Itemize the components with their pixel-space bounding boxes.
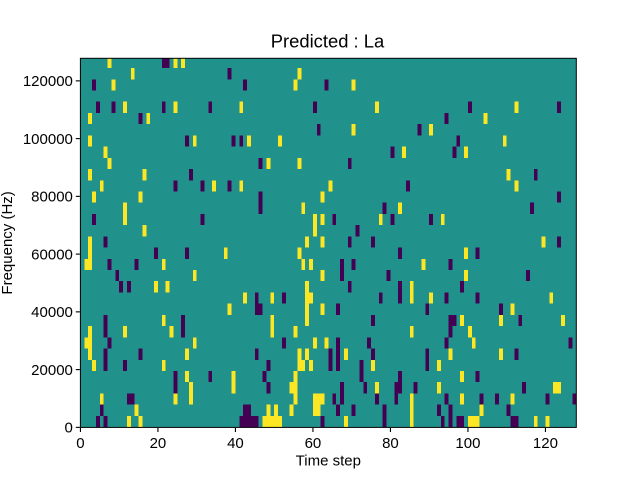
svg-text:0: 0 <box>76 435 84 452</box>
svg-text:Time step: Time step <box>296 453 361 470</box>
svg-text:0: 0 <box>65 420 73 437</box>
svg-text:120000: 120000 <box>23 73 73 90</box>
svg-text:80: 80 <box>382 435 399 452</box>
svg-text:20: 20 <box>150 435 167 452</box>
svg-text:20000: 20000 <box>31 362 73 379</box>
svg-text:60: 60 <box>305 435 322 452</box>
svg-text:100000: 100000 <box>23 131 73 148</box>
svg-text:100: 100 <box>455 435 480 452</box>
svg-text:Frequency (Hz): Frequency (Hz) <box>0 191 16 294</box>
svg-text:120: 120 <box>533 435 558 452</box>
svg-text:40: 40 <box>227 435 244 452</box>
svg-text:80000: 80000 <box>31 189 73 206</box>
svg-text:Predicted : La: Predicted : La <box>271 31 385 52</box>
svg-text:40000: 40000 <box>31 304 73 321</box>
svg-text:60000: 60000 <box>31 246 73 263</box>
